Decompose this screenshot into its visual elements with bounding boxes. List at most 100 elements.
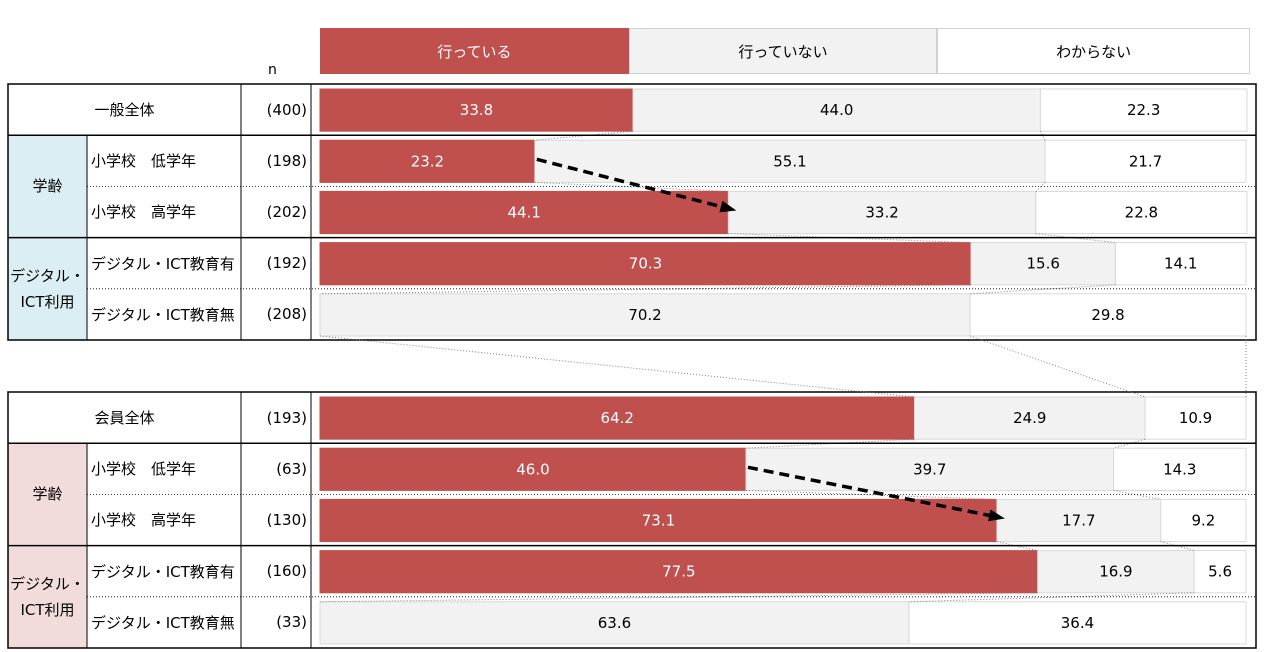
data-label: 14.1 [1164, 255, 1197, 273]
bar-segment-doing [319, 396, 915, 440]
connector-line [1113, 438, 1146, 449]
sample-size: (208) [266, 305, 307, 324]
bar-segment-unknown [1114, 242, 1247, 286]
bar-segment-not-doing [319, 601, 910, 645]
data-label: 33.8 [460, 101, 493, 119]
legend-item-doing: 行っている [320, 28, 629, 74]
sample-size: (33) [276, 613, 307, 632]
bar-segment-unknown [1160, 498, 1247, 543]
group-label: 学齢 [32, 177, 63, 196]
sample-size: (160) [266, 562, 307, 581]
table-grid [7, 391, 1257, 649]
data-label: 73.1 [642, 512, 675, 530]
group-cell-bg [8, 135, 87, 238]
data-label: 46.0 [516, 460, 549, 478]
data-label: 10.9 [1179, 409, 1212, 427]
data-label: 44.0 [820, 101, 853, 119]
connector-line [908, 592, 1195, 603]
bar-segment-doing [319, 242, 972, 286]
data-label: 70.2 [628, 306, 661, 324]
data-label: 44.1 [507, 204, 540, 222]
bar-segment-not-doing [996, 498, 1162, 543]
connector-line [745, 489, 997, 500]
data-label: 16.9 [1099, 563, 1132, 581]
bar-segment-unknown [1044, 139, 1247, 183]
row-label: 小学校 低学年 [91, 460, 197, 479]
bar-segment-not-doing [319, 293, 971, 337]
data-label: 39.7 [913, 460, 946, 478]
table-grid [7, 83, 1257, 341]
row-label: デジタル・ICT教育有 [91, 562, 235, 581]
data-label: 36.4 [1061, 614, 1094, 632]
data-label: 33.2 [865, 204, 898, 222]
row-label: デジタル・ICT教育無 [91, 613, 235, 632]
row-label: デジタル・ICT教育有 [91, 254, 235, 273]
data-label: 5.6 [1208, 563, 1232, 581]
bar-segment-unknown [1193, 550, 1247, 594]
sample-size: (63) [276, 459, 307, 478]
connector-line [1035, 233, 1116, 244]
bar-segment-not-doing [745, 447, 1115, 491]
connector-line [534, 181, 729, 192]
bar-segment-doing [319, 447, 747, 491]
data-label: 15.6 [1027, 255, 1060, 273]
data-label: 9.2 [1191, 512, 1215, 530]
data-label: 24.9 [1013, 409, 1046, 427]
trend-arrow-head [719, 200, 737, 213]
data-label: 70.3 [629, 255, 662, 273]
row-label: 小学校 高学年 [91, 203, 197, 222]
total-row-label: 会員全体 [94, 409, 155, 428]
data-label: 22.8 [1125, 204, 1158, 222]
data-label: 55.1 [773, 152, 806, 170]
trend-arrow-line [747, 465, 990, 518]
row-label: 小学校 低学年 [91, 152, 197, 171]
group-label: デジタル・ ICT利用 [10, 574, 85, 619]
sample-size: (198) [266, 151, 307, 170]
group-label: デジタル・ ICT利用 [10, 266, 85, 311]
data-label: 22.3 [1127, 101, 1160, 119]
sample-size: (192) [266, 254, 307, 273]
total-row-label: 一般全体 [94, 101, 155, 120]
sample-size: (193) [266, 408, 307, 427]
bar-segment-doing [319, 190, 729, 235]
group-cell-bg [8, 237, 87, 340]
group-label: 学齢 [32, 485, 63, 504]
connector-line [970, 284, 1116, 295]
data-label: 23.2 [411, 152, 444, 170]
group-cell-bg [8, 545, 87, 648]
bar-segment-unknown [1113, 447, 1247, 491]
connector-line [996, 541, 1038, 552]
bar-segment-unknown [1144, 396, 1247, 440]
row-label: 小学校 高学年 [91, 511, 197, 530]
data-label: 29.8 [1091, 306, 1124, 324]
row-label: デジタル・ICT教育無 [91, 305, 235, 324]
trend-arrow-head [988, 509, 1005, 522]
bar-segment-unknown [969, 293, 1247, 337]
bar-segment-unknown [1035, 190, 1248, 235]
bar-segment-doing [319, 88, 634, 132]
connector-line [969, 335, 1146, 398]
sample-size: (400) [266, 100, 307, 119]
bar-segment-doing [319, 139, 536, 183]
sample-size: (202) [266, 202, 307, 221]
sample-size: (130) [266, 510, 307, 529]
legend-item-not-doing: 行っていない [628, 28, 938, 74]
connector-line [319, 335, 915, 398]
data-label: 14.3 [1163, 460, 1196, 478]
connector-line [1113, 489, 1161, 500]
data-label: 77.5 [662, 563, 695, 581]
bar-segment-unknown [1039, 88, 1248, 132]
bar-segment-not-doing [913, 396, 1146, 440]
legend-item-unknown: わからない [937, 28, 1250, 74]
bar-segment-unknown [908, 601, 1247, 645]
bar-segment-not-doing [970, 242, 1116, 286]
bar-segment-not-doing [632, 88, 1041, 132]
bar-segment-not-doing [727, 190, 1037, 235]
group-cell-bg [8, 443, 87, 546]
data-label: 17.7 [1062, 512, 1095, 530]
data-label: 64.2 [601, 409, 634, 427]
data-label: 21.7 [1129, 152, 1162, 170]
n-column-header: n [268, 62, 277, 78]
